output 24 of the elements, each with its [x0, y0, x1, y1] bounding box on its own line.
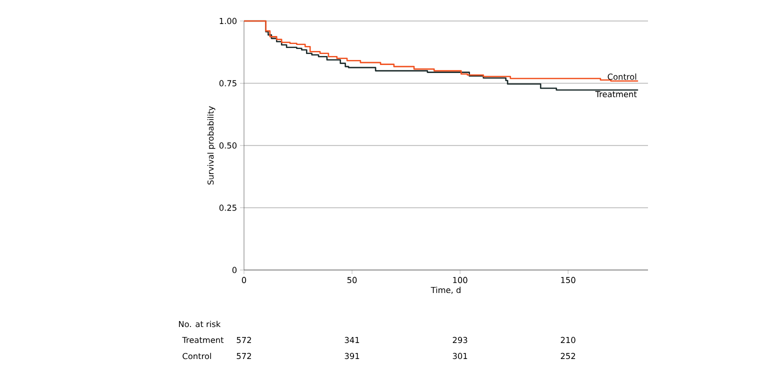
text: 572	[236, 336, 251, 344]
text: 341	[344, 336, 360, 344]
text: 301	[452, 352, 468, 360]
x-tick-label: 100	[453, 276, 468, 284]
x-tick-label: 150	[561, 276, 576, 284]
y-tick-label: 1.00	[220, 18, 237, 24]
text: 572	[236, 352, 251, 360]
y-tick-label: 0	[232, 266, 237, 274]
text: 293	[452, 336, 468, 344]
text: Treatment	[182, 336, 224, 344]
y-tick-label: 0.50	[219, 142, 237, 149]
x-tick-label: 0	[242, 276, 246, 284]
y-tick-label: 0.25	[219, 204, 236, 211]
series-label: Control	[608, 73, 636, 80]
text: No. at risk	[179, 320, 221, 328]
text: 252	[560, 352, 576, 360]
x-tick-label: 50	[347, 276, 357, 284]
series-label: Treatment	[595, 91, 637, 98]
y-tick-label: 0.75	[219, 80, 236, 86]
y-axis-title: Survival probability	[207, 106, 216, 185]
x-axis-title: Time, d	[430, 286, 460, 294]
text: 391	[344, 352, 360, 360]
text: 210	[560, 336, 576, 344]
text: Control	[182, 352, 211, 360]
